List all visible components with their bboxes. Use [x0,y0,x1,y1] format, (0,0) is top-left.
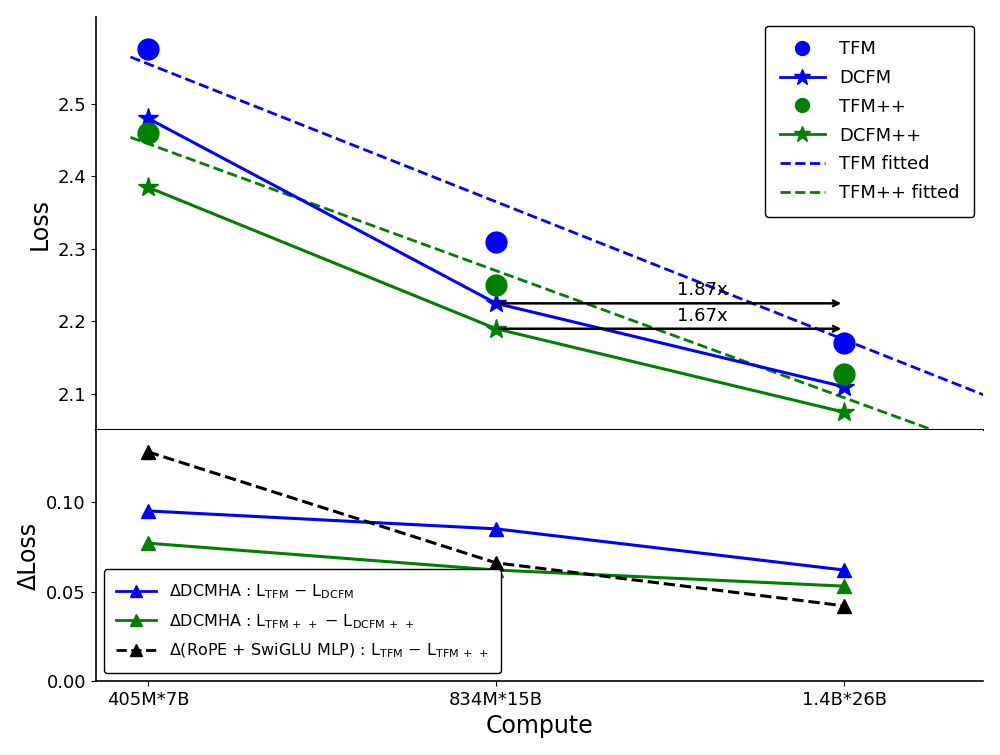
Y-axis label: ΔLoss: ΔLoss [17,522,41,590]
X-axis label: Compute: Compute [486,714,593,738]
Legend: $\Delta$DCMHA : L$_{\mathregular{TFM}}$ $-$ L$_{\mathregular{DCFM}}$, $\Delta$DC: $\Delta$DCMHA : L$_{\mathregular{TFM}}$ … [104,569,501,673]
Text: 1.87x: 1.87x [677,281,728,299]
Text: 1.67x: 1.67x [677,307,728,325]
Y-axis label: Loss: Loss [28,198,52,249]
Legend: TFM, DCFM, TFM++, DCFM++, TFM fitted, TFM++ fitted: TFM, DCFM, TFM++, DCFM++, TFM fitted, TF… [765,26,974,217]
